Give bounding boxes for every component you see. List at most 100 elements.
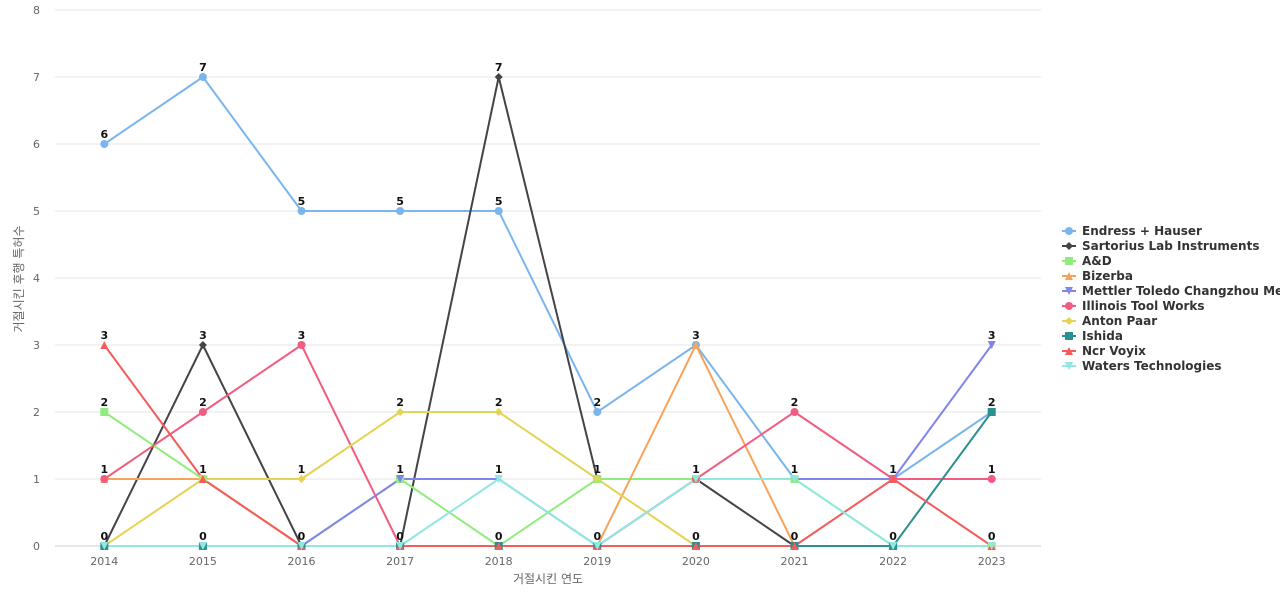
data-point[interactable] — [987, 408, 996, 416]
data-point[interactable] — [100, 341, 109, 349]
data-point[interactable] — [297, 475, 306, 483]
data-point[interactable] — [494, 542, 503, 550]
data-point[interactable] — [494, 73, 503, 81]
x-tick-label: 2020 — [682, 555, 710, 568]
data-label: 2 — [791, 396, 799, 409]
data-label: 3 — [298, 329, 306, 342]
data-label: 1 — [988, 463, 996, 476]
x-tick-label: 2018 — [485, 555, 513, 568]
data-point[interactable] — [396, 408, 405, 416]
data-point[interactable] — [396, 475, 405, 483]
data-point[interactable] — [100, 408, 109, 416]
y-axis-title: 거절시킨 후행 특허수 — [11, 226, 26, 333]
y-tick-label: 3 — [33, 339, 40, 352]
data-label: 1 — [889, 463, 897, 476]
data-label: 5 — [298, 195, 306, 208]
data-point[interactable] — [297, 341, 306, 349]
data-label: 0 — [988, 530, 996, 543]
legend-label: Ncr Voyix — [1082, 344, 1146, 358]
data-label: 3 — [100, 329, 108, 342]
series-line[interactable] — [104, 478, 992, 547]
data-label: 7 — [495, 61, 503, 74]
legend-label: A&D — [1082, 254, 1112, 268]
data-point[interactable] — [396, 542, 405, 550]
data-point[interactable] — [198, 475, 207, 483]
data-point[interactable] — [691, 542, 700, 550]
data-point[interactable] — [100, 475, 109, 483]
legend-marker — [1065, 347, 1073, 355]
legend-item[interactable]: A&D — [1062, 254, 1112, 268]
legend-item[interactable]: Ishida — [1062, 329, 1123, 343]
data-label: 0 — [100, 530, 108, 543]
data-point[interactable] — [297, 207, 306, 215]
data-point[interactable] — [100, 542, 109, 550]
data-point[interactable] — [198, 73, 207, 81]
legend-marker — [1065, 317, 1073, 325]
legend-label: Ishida — [1082, 329, 1123, 343]
data-point[interactable] — [790, 475, 799, 483]
data-point[interactable] — [593, 475, 602, 483]
data-point[interactable] — [987, 542, 996, 550]
data-point[interactable] — [790, 542, 799, 550]
y-tick-label: 2 — [33, 406, 40, 419]
data-point[interactable] — [987, 341, 996, 349]
legend-item[interactable]: Mettler Toledo Changzhou Me... — [1062, 284, 1280, 298]
data-label: 6 — [100, 128, 108, 141]
data-point[interactable] — [889, 475, 898, 483]
data-label: 1 — [100, 463, 108, 476]
legend-item[interactable]: Waters Technologies — [1062, 359, 1222, 373]
data-point[interactable] — [691, 475, 700, 483]
legend-item[interactable]: Anton Paar — [1062, 314, 1157, 328]
data-point[interactable] — [396, 207, 405, 215]
legend-marker — [1065, 362, 1073, 370]
data-point[interactable] — [889, 542, 898, 550]
data-label: 2 — [396, 396, 404, 409]
y-axis-ticks: 0 1 2 3 4 5 6 7 8 — [33, 4, 40, 553]
data-point[interactable] — [100, 140, 109, 148]
legend-marker — [1065, 272, 1073, 280]
y-tick-label: 0 — [33, 540, 40, 553]
x-tick-label: 2015 — [189, 555, 217, 568]
legend-item[interactable]: Illinois Tool Works — [1062, 299, 1205, 313]
data-label: 0 — [396, 530, 404, 543]
data-label: 1 — [692, 463, 700, 476]
legend-marker — [1065, 332, 1073, 340]
data-point[interactable] — [198, 341, 207, 349]
data-point[interactable] — [593, 408, 602, 416]
data-label: 0 — [692, 530, 700, 543]
legend-marker — [1065, 242, 1073, 250]
data-point[interactable] — [494, 475, 503, 483]
data-label: 2 — [199, 396, 207, 409]
series-lines — [103, 76, 993, 547]
data-point[interactable] — [790, 408, 799, 416]
data-point[interactable] — [987, 475, 996, 483]
data-point[interactable] — [198, 408, 207, 416]
data-point[interactable] — [691, 341, 700, 349]
series-markers — [100, 73, 996, 550]
legend-label: Illinois Tool Works — [1082, 299, 1205, 313]
data-label: 0 — [889, 530, 897, 543]
data-label: 1 — [791, 463, 799, 476]
legend-item[interactable]: Ncr Voyix — [1062, 344, 1146, 358]
data-point[interactable] — [494, 207, 503, 215]
data-point[interactable] — [297, 542, 306, 550]
legend-label: Endress + Hauser — [1082, 224, 1202, 238]
legend-marker — [1065, 287, 1073, 295]
x-tick-label: 2022 — [879, 555, 907, 568]
legend-item[interactable]: Bizerba — [1062, 269, 1133, 283]
legend-item[interactable]: Sartorius Lab Instruments — [1062, 239, 1259, 253]
y-tick-label: 6 — [33, 138, 40, 151]
data-label: 1 — [199, 463, 207, 476]
data-label: 2 — [988, 396, 996, 409]
data-point[interactable] — [494, 408, 503, 416]
legend-item[interactable]: Endress + Hauser — [1062, 224, 1202, 238]
legend-marker — [1065, 257, 1073, 265]
data-point[interactable] — [198, 542, 207, 550]
x-tick-label: 2016 — [288, 555, 316, 568]
data-point[interactable] — [593, 542, 602, 550]
legend-marker — [1065, 227, 1073, 235]
y-tick-label: 5 — [33, 205, 40, 218]
x-tick-label: 2019 — [583, 555, 611, 568]
